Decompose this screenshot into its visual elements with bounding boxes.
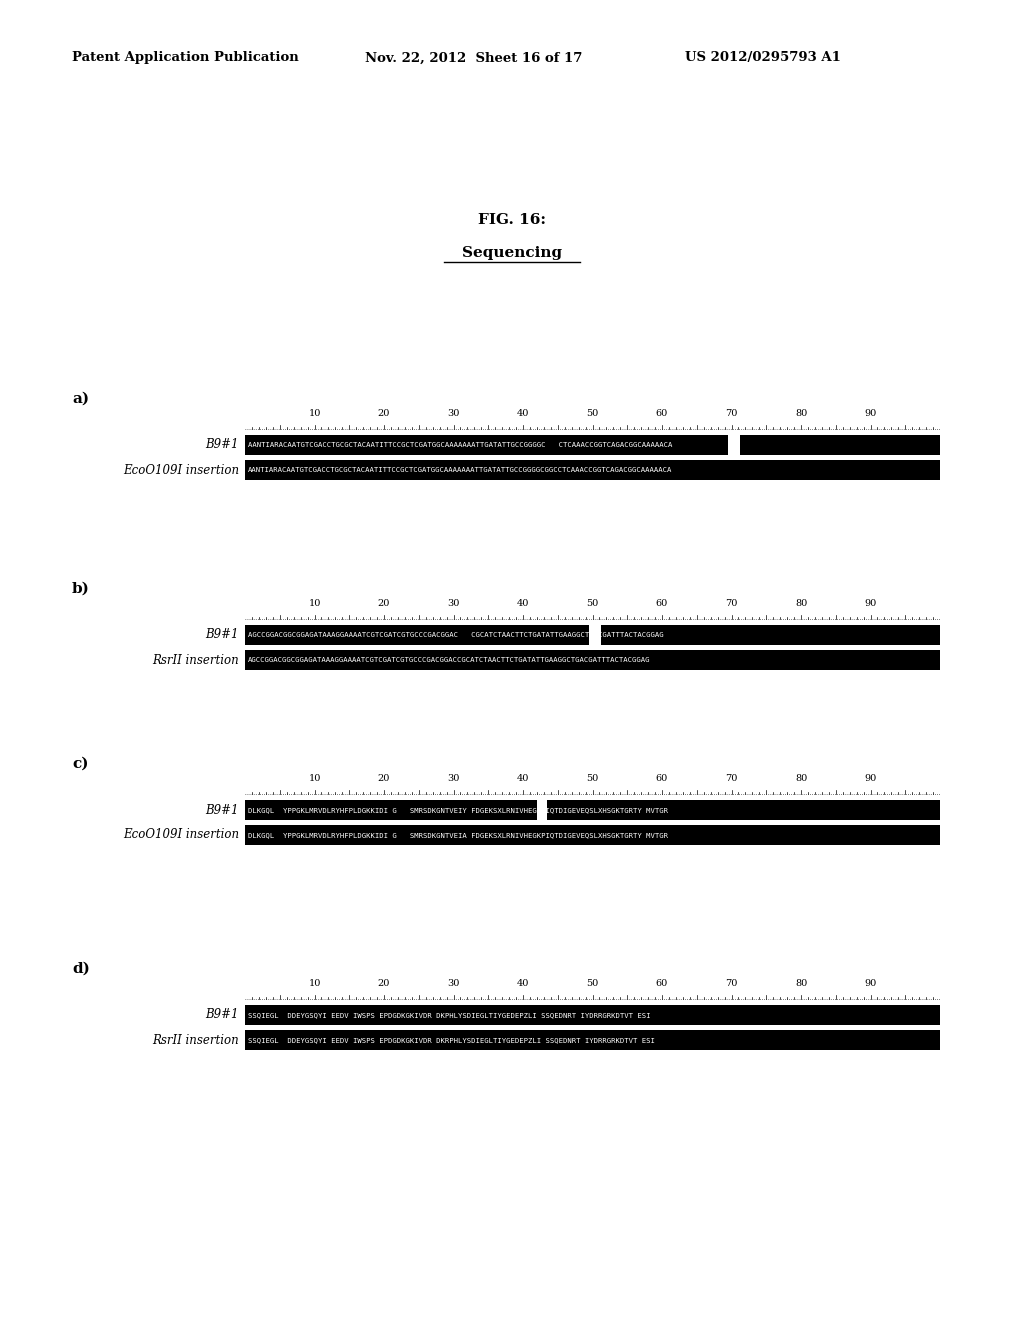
Text: EcoO109I insertion: EcoO109I insertion	[123, 463, 239, 477]
Text: 50: 50	[587, 774, 599, 783]
Text: Patent Application Publication: Patent Application Publication	[72, 51, 299, 65]
Text: Nov. 22, 2012  Sheet 16 of 17: Nov. 22, 2012 Sheet 16 of 17	[365, 51, 583, 65]
FancyBboxPatch shape	[245, 436, 940, 455]
Text: AANTIARACAATGTCGACCTGCGCTACAATITTCCGCTCGATGGCAAAAAAATTGATATTGCCGGGGC   CTCAAACCG: AANTIARACAATGTCGACCTGCGCTACAATITTCCGCTCG…	[248, 442, 673, 447]
Text: 80: 80	[795, 979, 807, 987]
Text: AANTIARACAATGTCGACCTGCGCTACAATITTCCGCTCGATGGCAAAAAAATTGATATTGCCGGGGCGGCCTCAAACCG: AANTIARACAATGTCGACCTGCGCTACAATITTCCGCTCG…	[248, 467, 673, 473]
FancyBboxPatch shape	[728, 436, 740, 455]
Text: 20: 20	[378, 774, 390, 783]
Text: EcoO109I insertion: EcoO109I insertion	[123, 829, 239, 842]
Text: 50: 50	[587, 979, 599, 987]
Text: 30: 30	[447, 774, 460, 783]
Text: 90: 90	[864, 774, 877, 783]
Text: 50: 50	[587, 409, 599, 418]
Text: c): c)	[72, 756, 88, 771]
Text: b): b)	[72, 582, 90, 597]
Text: B9#1: B9#1	[206, 804, 239, 817]
FancyBboxPatch shape	[245, 649, 940, 671]
Text: 90: 90	[864, 599, 877, 609]
Text: 10: 10	[308, 409, 321, 418]
Text: 60: 60	[656, 409, 668, 418]
FancyBboxPatch shape	[245, 1005, 940, 1026]
Text: 80: 80	[795, 409, 807, 418]
FancyBboxPatch shape	[245, 459, 940, 480]
Text: FIG. 16:: FIG. 16:	[478, 213, 546, 227]
Text: 60: 60	[656, 599, 668, 609]
Text: 20: 20	[378, 979, 390, 987]
Text: 70: 70	[725, 409, 737, 418]
Text: 90: 90	[864, 979, 877, 987]
Text: 70: 70	[725, 979, 737, 987]
FancyBboxPatch shape	[245, 1030, 940, 1049]
Text: B9#1: B9#1	[206, 628, 239, 642]
Text: 90: 90	[864, 409, 877, 418]
Text: 70: 70	[725, 774, 737, 783]
Text: 30: 30	[447, 409, 460, 418]
Text: 80: 80	[795, 774, 807, 783]
Text: 60: 60	[656, 774, 668, 783]
Text: US 2012/0295793 A1: US 2012/0295793 A1	[685, 51, 841, 65]
Text: DLKGQL  YPPGKLMRVDLRYHFPLDGKKIDI G   SMRSDKGNTVEIY FDGEKSXLRNIVHEGKPIQTDIGEVEQSL: DLKGQL YPPGKLMRVDLRYHFPLDGKKIDI G SMRSDK…	[248, 807, 668, 813]
Text: 40: 40	[517, 979, 529, 987]
Text: Sequencing: Sequencing	[462, 246, 562, 260]
Text: AGCCGGACGGCGGAGATAAAGGAAAATCGTCGATCGTGCCCGACGGACCGCATCTAACTTCTGATATTGAAGGCTGACGA: AGCCGGACGGCGGAGATAAAGGAAAATCGTCGATCGTGCC…	[248, 657, 650, 663]
FancyBboxPatch shape	[537, 800, 547, 820]
Text: B9#1: B9#1	[206, 438, 239, 451]
Text: DLKGQL  YPPGKLMRVDLRYHFPLDGKKIDI G   SMRSDKGNTVEIA FDGEKSXLRNIVHEGKPIQTDIGEVEQSL: DLKGQL YPPGKLMRVDLRYHFPLDGKKIDI G SMRSDK…	[248, 832, 668, 838]
Text: 60: 60	[656, 979, 668, 987]
Text: 80: 80	[795, 599, 807, 609]
Text: RsrII insertion: RsrII insertion	[153, 1034, 239, 1047]
Text: RsrII insertion: RsrII insertion	[153, 653, 239, 667]
Text: 10: 10	[308, 979, 321, 987]
Text: SSQIEGL  DDEYGSQYI EEDV IWSPS EPDGDKGKIVDR DKPHLYSDIEGLTIYGEDEPZLI SSQEDNRT IYDR: SSQIEGL DDEYGSQYI EEDV IWSPS EPDGDKGKIVD…	[248, 1012, 650, 1018]
Text: 10: 10	[308, 599, 321, 609]
Text: 40: 40	[517, 774, 529, 783]
Text: 10: 10	[308, 774, 321, 783]
Text: 40: 40	[517, 409, 529, 418]
Text: 20: 20	[378, 599, 390, 609]
Text: 70: 70	[725, 599, 737, 609]
Text: 30: 30	[447, 979, 460, 987]
Text: 40: 40	[517, 599, 529, 609]
Text: 30: 30	[447, 599, 460, 609]
FancyBboxPatch shape	[245, 624, 940, 645]
Text: d): d)	[72, 962, 90, 975]
Text: a): a)	[72, 392, 89, 407]
FancyBboxPatch shape	[589, 624, 601, 645]
Text: 50: 50	[587, 599, 599, 609]
Text: SSQIEGL  DDEYGSQYI EEDV IWSPS EPDGDKGKIVDR DKRPHLYSDIEGLTIYGEDEPZLI SSQEDNRT IYD: SSQIEGL DDEYGSQYI EEDV IWSPS EPDGDKGKIVD…	[248, 1038, 655, 1043]
Text: 20: 20	[378, 409, 390, 418]
FancyBboxPatch shape	[245, 800, 940, 820]
Text: AGCCGGACGGCGGAGATAAAGGAAAATCGTCGATCGTGCCCGACGGAC   CGCATCTAACTTCTGATATTGAAGGCTGA: AGCCGGACGGCGGAGATAAAGGAAAATCGTCGATCGTGCC…	[248, 632, 664, 638]
Text: B9#1: B9#1	[206, 1008, 239, 1022]
FancyBboxPatch shape	[245, 825, 940, 845]
